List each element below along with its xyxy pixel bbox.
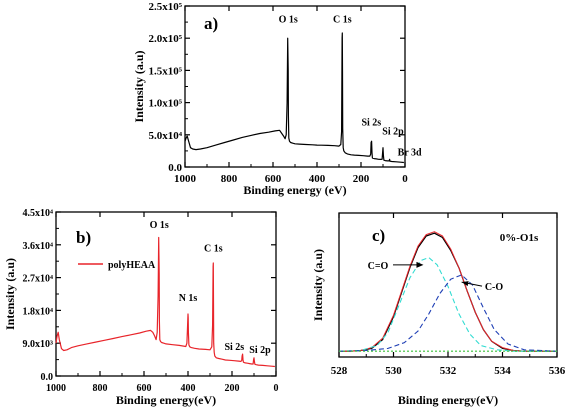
x-tick-label: 200 xyxy=(353,173,370,185)
peak-label: O 1s xyxy=(150,220,169,231)
peak-label: Si 2s xyxy=(361,118,381,129)
y-tick-label: 2.7x10⁴ xyxy=(23,274,54,285)
x-axis-label: Binding energy(eV) xyxy=(398,393,498,407)
peak-label: C 1s xyxy=(333,15,352,26)
x-tick-label: 200 xyxy=(225,383,240,394)
x-tick-label: 534 xyxy=(494,365,511,377)
x-tick-label: 800 xyxy=(93,383,108,394)
peak-label: C-O xyxy=(485,282,504,293)
panel-c: 528 530 532 534 536 Binding energy(eV) Intensi… xyxy=(311,212,566,407)
x-tick-label: 536 xyxy=(549,365,566,377)
y-tick-label: 0.0 xyxy=(41,372,54,383)
peak-label: C 1s xyxy=(204,244,223,255)
peak-label: Si 2s xyxy=(224,342,244,353)
x-tick-label: 600 xyxy=(137,383,152,394)
x-axis-label: Binding energy(eV) xyxy=(116,393,216,407)
x-tick-label: 600 xyxy=(265,173,282,185)
y-tick-label: 0.0 xyxy=(168,162,182,174)
panel-label: a) xyxy=(204,14,218,33)
panel-b: 1000 800 600 400 200 0 0.0 9.0x10³ 1.8x10⁴ 2.7x10… xyxy=(3,208,279,407)
panel-title: 0%-O1s xyxy=(500,232,539,244)
y-tick-label: 1.5x10⁵ xyxy=(148,65,182,77)
peak-label: Si 2p xyxy=(382,127,404,138)
y-tick-label: 4.5x10⁴ xyxy=(23,208,54,219)
peak-label: Si 2p xyxy=(249,345,271,356)
series-line-3 xyxy=(338,274,558,352)
x-tick-label: 1000 xyxy=(46,383,66,394)
y-tick-label: 1.0x10⁵ xyxy=(148,98,182,110)
y-tick-label: 2.5x10⁵ xyxy=(148,1,182,13)
y-axis-label: Intensity (a.u) xyxy=(3,258,17,330)
series-line-0 xyxy=(55,236,275,368)
peak-label: O 1s xyxy=(279,15,298,26)
panel-label: c) xyxy=(372,226,385,245)
x-tick-label: 1000 xyxy=(174,173,197,185)
peak-label: N 1s xyxy=(179,293,198,304)
x-tick-label: 532 xyxy=(440,365,457,377)
legend-entry: polyHEAA xyxy=(108,260,156,271)
y-tick-label: 2.0x10⁵ xyxy=(148,33,182,45)
y-tick-label: 1.8x10⁴ xyxy=(23,306,54,317)
y-tick-label: 9.0x10³ xyxy=(23,339,54,350)
series-line-1 xyxy=(339,231,557,352)
y-tick-label: 5.0x10⁴ xyxy=(148,130,182,142)
x-tick-label: 528 xyxy=(331,365,348,377)
x-axis-label: Binding energy (eV) xyxy=(243,183,346,197)
x-tick-label: 530 xyxy=(385,365,402,377)
x-tick-label: 400 xyxy=(181,383,196,394)
x-tick-label: 800 xyxy=(221,173,238,185)
series-line-0 xyxy=(339,232,557,352)
x-tick-label: 0 xyxy=(274,383,279,394)
x-tick-label: 0 xyxy=(402,173,408,185)
y-tick-label: 3.6x10⁴ xyxy=(23,241,54,252)
peak-label: Br 3d xyxy=(398,147,422,158)
annotation-arrow-head xyxy=(461,281,469,287)
series-line-0 xyxy=(184,32,404,164)
panel-label: b) xyxy=(76,228,91,247)
x-tick-label: 400 xyxy=(309,173,326,185)
y-axis-label: Intensity (a.u) xyxy=(132,50,146,122)
panel-a: 1000 800 600 400 200 0 0.0 5.0x10⁴ 1.0x10⁵ 1.5x10… xyxy=(132,1,422,197)
y-axis-label: Intensity (a.u) xyxy=(311,249,325,321)
annotation-arrow-head xyxy=(416,261,424,268)
peak-label: C=O xyxy=(368,261,389,272)
